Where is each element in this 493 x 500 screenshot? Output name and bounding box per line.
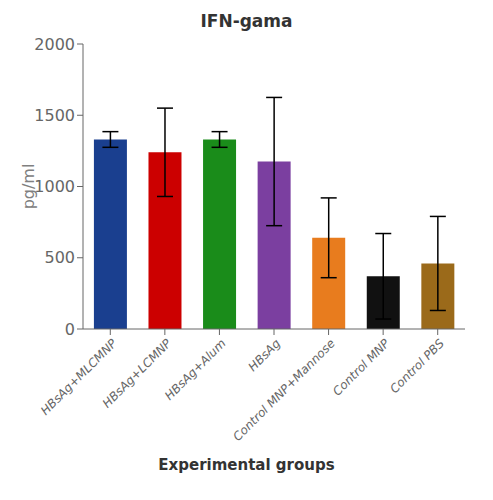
svg-text:HBsAg+LCMNP: HBsAg+LCMNP (100, 336, 175, 411)
svg-text:Control MNP: Control MNP (330, 336, 393, 399)
svg-text:0: 0 (65, 320, 75, 339)
svg-text:pg/ml: pg/ml (19, 164, 38, 210)
svg-text:HBsAg: HBsAg (245, 336, 283, 374)
html-text:Experimental groups: Experimental groups (158, 456, 335, 474)
svg-text:1500: 1500 (34, 106, 75, 125)
svg-text:Control MNP+Mannose: Control MNP+Mannose (230, 336, 337, 443)
svg-text:HBsAg+Alum: HBsAg+Alum (162, 336, 229, 403)
svg-text:Control PBS: Control PBS (387, 336, 447, 396)
svg-text:HBsAg+MLCMNP: HBsAg+MLCMNP (37, 336, 120, 418)
svg-text:1000: 1000 (34, 177, 75, 196)
html-text:IFN-gama: IFN-gama (200, 11, 293, 31)
svg-text:500: 500 (44, 248, 75, 267)
svg-text:2000: 2000 (34, 35, 75, 54)
